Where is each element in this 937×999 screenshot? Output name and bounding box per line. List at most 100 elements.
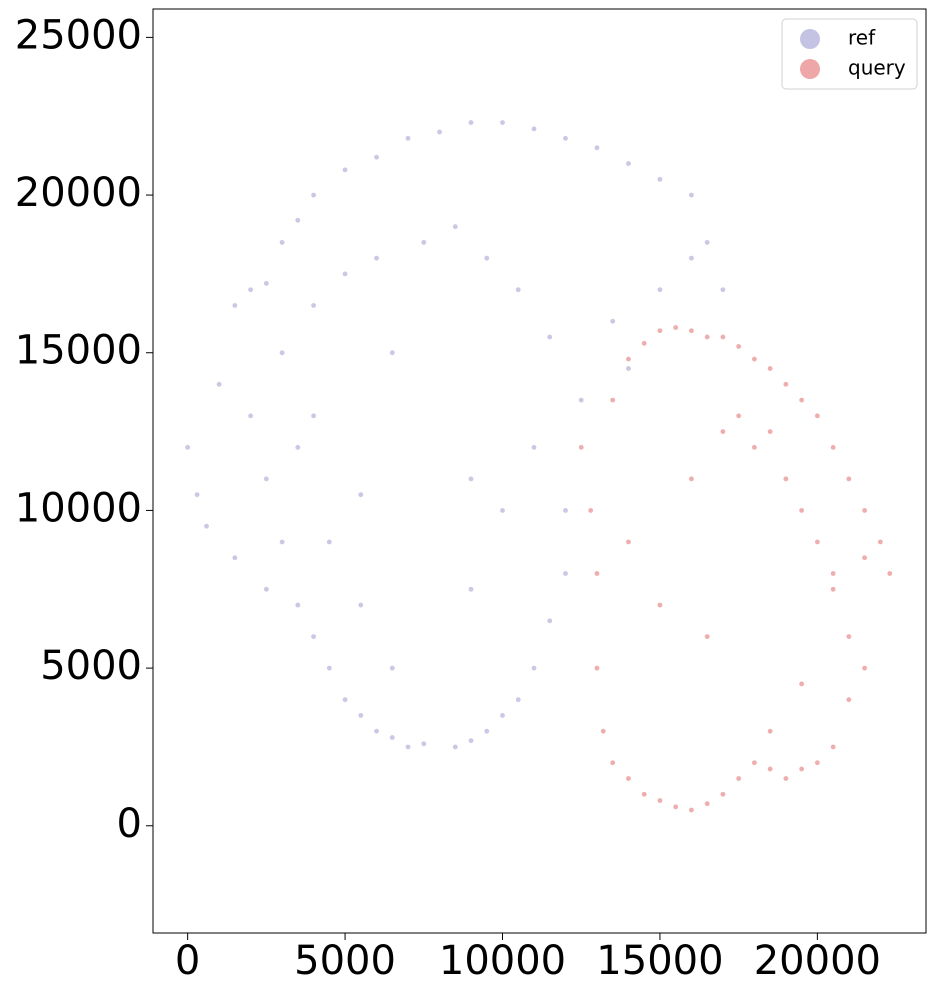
point <box>295 444 301 451</box>
point <box>600 728 607 734</box>
point <box>295 602 301 608</box>
y-tick-label: 15000 <box>15 328 142 374</box>
point <box>436 129 443 135</box>
point <box>814 413 821 419</box>
point <box>247 413 254 419</box>
point <box>389 734 396 741</box>
point <box>203 523 210 529</box>
point <box>342 167 348 173</box>
point <box>704 239 710 246</box>
point <box>672 804 679 810</box>
point <box>310 633 317 640</box>
point <box>861 507 868 514</box>
legend-label: query <box>848 56 906 80</box>
point <box>720 334 726 340</box>
point <box>861 665 868 671</box>
point <box>704 334 710 340</box>
point <box>767 365 773 372</box>
point <box>452 744 459 750</box>
point <box>232 302 238 309</box>
point <box>846 476 852 482</box>
point <box>468 586 474 593</box>
point <box>798 507 805 514</box>
point <box>704 800 710 807</box>
point <box>483 255 490 261</box>
x-tick-label: 5000 <box>294 938 396 984</box>
point <box>767 728 773 734</box>
point <box>609 318 616 325</box>
point <box>830 586 836 593</box>
point <box>562 507 569 514</box>
point <box>420 239 427 246</box>
point <box>405 135 411 142</box>
point <box>373 728 380 734</box>
x-tick-label: 20000 <box>754 938 881 984</box>
point <box>499 507 506 514</box>
point <box>735 775 742 782</box>
point <box>310 413 317 419</box>
point <box>657 327 663 334</box>
point <box>886 570 893 577</box>
point <box>279 239 285 246</box>
point <box>609 759 616 766</box>
point <box>326 665 333 671</box>
point <box>814 539 821 545</box>
point <box>625 539 632 545</box>
legend-swatch <box>800 29 820 49</box>
point <box>688 327 695 334</box>
point <box>861 554 868 561</box>
point <box>783 381 789 388</box>
point <box>798 397 805 403</box>
point <box>389 349 396 356</box>
point <box>263 280 270 287</box>
point <box>420 740 427 747</box>
point <box>184 444 191 451</box>
point <box>247 286 254 293</box>
point <box>578 444 585 451</box>
point <box>735 413 742 419</box>
plot-frame <box>152 8 927 934</box>
point <box>751 759 758 766</box>
point <box>531 126 537 132</box>
point <box>704 633 710 640</box>
point <box>452 223 459 230</box>
point <box>310 302 317 309</box>
legend-swatch <box>800 59 820 79</box>
point <box>499 119 506 126</box>
y-tick-label: 25000 <box>15 12 142 58</box>
point <box>515 286 522 293</box>
point <box>594 144 600 151</box>
point <box>373 154 380 161</box>
point <box>342 271 348 277</box>
series <box>184 119 726 750</box>
point <box>594 570 600 577</box>
point <box>783 476 789 482</box>
point <box>499 712 506 719</box>
point <box>720 791 726 798</box>
x-tick-label: 10000 <box>439 938 566 984</box>
point <box>546 617 553 624</box>
point <box>263 586 270 593</box>
point <box>625 356 632 362</box>
point <box>358 602 364 608</box>
x-tick-label: 0 <box>175 938 200 984</box>
point <box>625 160 632 167</box>
point <box>641 340 647 347</box>
point <box>578 397 585 403</box>
point <box>846 696 852 703</box>
point <box>310 192 317 198</box>
point <box>358 491 364 498</box>
point <box>295 217 301 224</box>
point <box>562 135 569 142</box>
point <box>641 791 647 798</box>
point <box>720 286 726 293</box>
point <box>232 554 238 561</box>
point <box>657 797 663 804</box>
point <box>531 444 537 451</box>
x-tick-label: 15000 <box>596 938 723 984</box>
point <box>657 602 663 608</box>
point <box>751 356 758 362</box>
point <box>830 744 836 750</box>
